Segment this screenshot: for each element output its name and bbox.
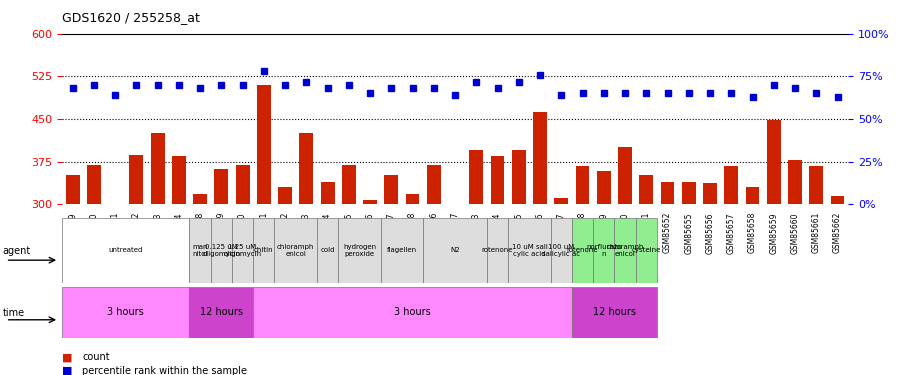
Text: 3 hours: 3 hours: [394, 307, 431, 317]
Bar: [575, 166, 589, 204]
Text: 12 hours: 12 hours: [592, 307, 635, 317]
Bar: [486, 217, 507, 283]
Text: norflurazo
n: norflurazo n: [586, 244, 621, 257]
Bar: [469, 150, 483, 204]
Text: chloramph
enicol: chloramph enicol: [277, 244, 314, 257]
Bar: [321, 182, 334, 204]
Bar: [193, 194, 207, 204]
Bar: [278, 188, 292, 204]
Bar: [405, 194, 419, 204]
Bar: [253, 287, 571, 338]
Bar: [618, 147, 631, 204]
Bar: [214, 169, 228, 204]
Bar: [87, 165, 101, 204]
Text: ■: ■: [62, 366, 73, 375]
Bar: [639, 175, 652, 204]
Bar: [423, 217, 486, 283]
Text: 1.25 uM
oligomycin: 1.25 uM oligomycin: [223, 244, 261, 257]
Text: N2: N2: [450, 248, 459, 254]
Bar: [66, 175, 79, 204]
Bar: [592, 217, 614, 283]
Text: chloramph
enicol: chloramph enicol: [606, 244, 643, 257]
Bar: [681, 182, 695, 204]
Bar: [172, 156, 186, 204]
Bar: [384, 175, 398, 204]
Bar: [150, 133, 164, 204]
Bar: [189, 217, 210, 283]
Bar: [253, 217, 274, 283]
Bar: [342, 165, 355, 204]
Bar: [571, 287, 656, 338]
Text: untreated: untreated: [108, 248, 143, 254]
Bar: [830, 196, 844, 204]
Text: rotenone: rotenone: [567, 248, 598, 254]
Bar: [299, 133, 312, 204]
Text: chitin: chitin: [254, 248, 273, 254]
Bar: [511, 150, 525, 204]
Text: percentile rank within the sample: percentile rank within the sample: [82, 366, 247, 375]
Bar: [257, 85, 271, 204]
Bar: [723, 166, 737, 204]
Bar: [554, 198, 568, 204]
Bar: [490, 156, 504, 204]
Bar: [745, 188, 759, 204]
Text: flagellen: flagellen: [386, 248, 416, 254]
Text: cysteine: cysteine: [631, 248, 660, 254]
Bar: [766, 120, 780, 204]
Bar: [235, 165, 250, 204]
Bar: [108, 204, 122, 206]
Bar: [274, 217, 317, 283]
Text: 3 hours: 3 hours: [107, 307, 144, 317]
Bar: [635, 217, 656, 283]
Bar: [231, 217, 253, 283]
Bar: [597, 171, 610, 204]
Bar: [189, 287, 253, 338]
Bar: [702, 183, 716, 204]
Bar: [62, 287, 189, 338]
Bar: [571, 217, 592, 283]
Text: rotenone: rotenone: [481, 248, 513, 254]
Bar: [507, 217, 550, 283]
Bar: [210, 217, 231, 283]
Bar: [62, 217, 189, 283]
Bar: [614, 217, 635, 283]
Bar: [787, 160, 801, 204]
Text: 0.125 uM
oligomycin: 0.125 uM oligomycin: [202, 244, 241, 257]
Bar: [317, 217, 338, 283]
Bar: [447, 204, 462, 206]
Bar: [660, 182, 674, 204]
Text: time: time: [3, 308, 25, 318]
Text: cold: cold: [320, 248, 334, 254]
Bar: [550, 217, 571, 283]
Bar: [363, 200, 376, 204]
Text: GDS1620 / 255258_at: GDS1620 / 255258_at: [62, 11, 200, 24]
Bar: [380, 217, 423, 283]
Bar: [338, 217, 380, 283]
Text: ■: ■: [62, 352, 73, 363]
Bar: [129, 156, 143, 204]
Text: man
nitol: man nitol: [192, 244, 208, 257]
Text: count: count: [82, 352, 109, 363]
Text: 10 uM sali
cylic acid: 10 uM sali cylic acid: [511, 244, 547, 257]
Bar: [426, 165, 440, 204]
Text: hydrogen
peroxide: hydrogen peroxide: [343, 244, 375, 257]
Bar: [533, 112, 547, 204]
Text: 100 uM
salicylic ac: 100 uM salicylic ac: [542, 244, 579, 257]
Text: 12 hours: 12 hours: [200, 307, 242, 317]
Bar: [808, 166, 823, 204]
Text: agent: agent: [3, 246, 31, 256]
